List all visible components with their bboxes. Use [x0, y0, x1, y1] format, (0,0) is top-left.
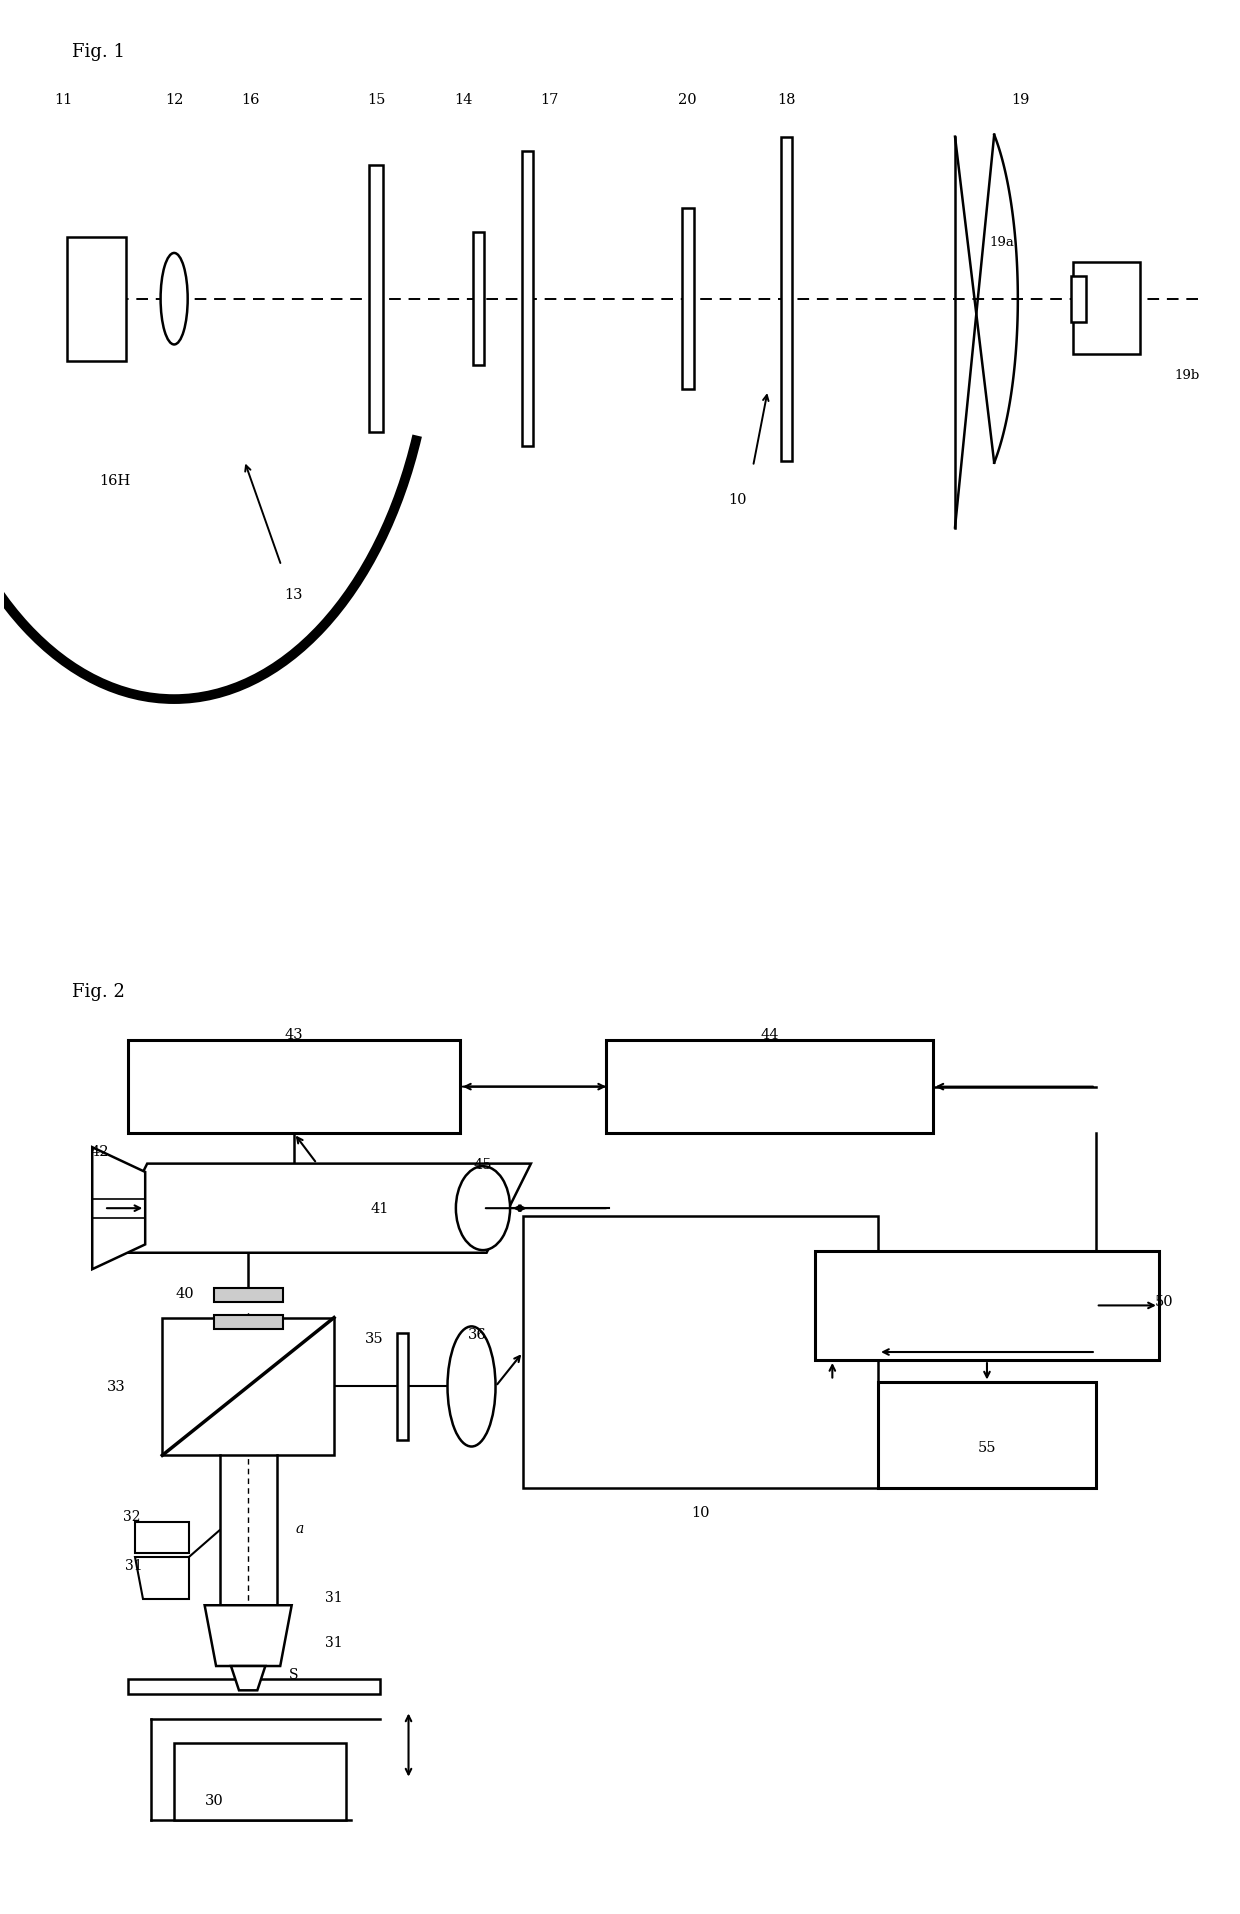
Text: 19b: 19b	[1174, 369, 1199, 383]
Text: 43: 43	[285, 1028, 304, 1041]
Text: 17: 17	[541, 92, 559, 107]
Text: 36: 36	[467, 1326, 486, 1342]
Text: 19: 19	[1011, 92, 1029, 107]
Bar	[523, 1217, 878, 1487]
Text: 44: 44	[760, 1028, 779, 1041]
Bar	[67, 237, 126, 362]
Bar	[213, 1288, 283, 1302]
Polygon shape	[135, 1556, 190, 1598]
Text: 31: 31	[325, 1635, 343, 1648]
Text: Fig. 1: Fig. 1	[72, 42, 125, 61]
Text: S: S	[289, 1667, 299, 1680]
Text: 31: 31	[325, 1591, 343, 1604]
Bar	[606, 1041, 932, 1133]
Bar	[397, 1334, 408, 1439]
Text: 10: 10	[728, 492, 746, 507]
Text: 18: 18	[777, 92, 796, 107]
Text: 42: 42	[91, 1145, 109, 1158]
Bar	[522, 151, 533, 448]
Ellipse shape	[448, 1326, 496, 1447]
Text: 11: 11	[55, 92, 72, 107]
Bar	[472, 234, 484, 366]
Text: 10: 10	[692, 1504, 709, 1520]
Text: 31: 31	[125, 1558, 143, 1571]
Text: 55: 55	[977, 1441, 996, 1455]
Text: 33: 33	[107, 1380, 125, 1393]
Text: 20: 20	[678, 92, 697, 107]
Text: 35: 35	[365, 1330, 383, 1346]
Bar	[370, 167, 383, 433]
Text: 13: 13	[284, 588, 303, 601]
Polygon shape	[205, 1606, 291, 1667]
Polygon shape	[135, 1522, 190, 1552]
Bar	[815, 1252, 1159, 1361]
Text: 12: 12	[165, 92, 184, 107]
Text: 50: 50	[1156, 1294, 1174, 1309]
Text: 40: 40	[176, 1286, 195, 1302]
Text: 15: 15	[367, 92, 386, 107]
Ellipse shape	[161, 255, 187, 345]
Text: 32: 32	[123, 1510, 140, 1524]
Bar	[162, 1319, 334, 1455]
Polygon shape	[103, 1164, 531, 1254]
Text: 30: 30	[205, 1793, 223, 1807]
Bar	[1071, 278, 1086, 322]
Bar	[682, 209, 694, 390]
Circle shape	[456, 1168, 510, 1250]
Text: Fig. 2: Fig. 2	[72, 982, 125, 1001]
Bar	[1073, 264, 1141, 354]
Bar	[174, 1744, 346, 1820]
Text: 19a: 19a	[990, 235, 1014, 249]
Text: a: a	[295, 1522, 304, 1535]
Bar	[781, 138, 792, 461]
Bar	[213, 1315, 283, 1328]
Polygon shape	[231, 1667, 265, 1690]
Text: 16H: 16H	[99, 473, 130, 488]
Bar	[128, 1041, 460, 1133]
Text: 14: 14	[454, 92, 472, 107]
Text: 45: 45	[474, 1156, 492, 1171]
Polygon shape	[92, 1148, 145, 1269]
Bar	[878, 1382, 1096, 1487]
Bar	[128, 1679, 379, 1694]
Text: 16: 16	[242, 92, 259, 107]
Text: 41: 41	[371, 1202, 389, 1215]
